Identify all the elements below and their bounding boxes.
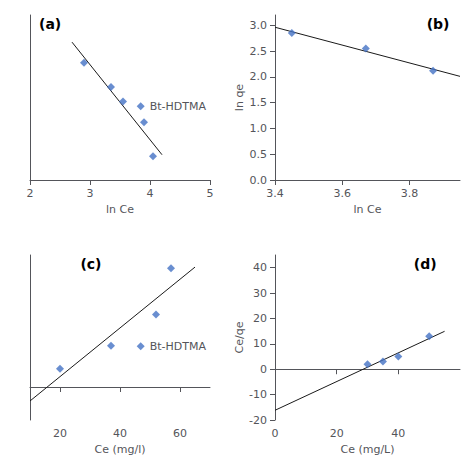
svg-text:2.0: 2.0: [250, 70, 268, 83]
svg-text:20: 20: [253, 312, 267, 325]
svg-text:2: 2: [27, 187, 34, 200]
svg-text:20: 20: [330, 427, 344, 440]
svg-text:1.5: 1.5: [250, 96, 268, 109]
svg-text:-10: -10: [249, 388, 267, 401]
svg-text:0: 0: [260, 363, 267, 376]
svg-text:40: 40: [113, 427, 127, 440]
svg-text:3.4: 3.4: [266, 187, 284, 200]
svg-text:5: 5: [207, 187, 214, 200]
svg-text:40: 40: [253, 261, 267, 274]
svg-text:(b): (b): [427, 16, 450, 32]
svg-text:-20: -20: [249, 414, 267, 427]
svg-text:(d): (d): [414, 256, 437, 272]
svg-text:0: 0: [272, 427, 279, 440]
svg-text:(c): (c): [80, 256, 101, 272]
svg-text:ln qe: ln qe: [233, 84, 246, 112]
svg-text:Ce/qe: Ce/qe: [233, 321, 246, 353]
svg-text:1.0: 1.0: [250, 122, 268, 135]
svg-text:Ce (mg/l): Ce (mg/l): [95, 443, 146, 456]
svg-text:4: 4: [147, 187, 154, 200]
svg-text:40: 40: [391, 427, 405, 440]
svg-text:20: 20: [53, 427, 67, 440]
svg-text:0.0: 0.0: [250, 174, 268, 187]
svg-text:3.0: 3.0: [250, 19, 268, 32]
svg-text:(a): (a): [39, 16, 61, 32]
svg-text:Bt-HDTMA: Bt-HDTMA: [150, 100, 207, 113]
svg-text:60: 60: [173, 427, 187, 440]
svg-text:Bt-HDTMA: Bt-HDTMA: [150, 340, 207, 353]
svg-text:2.5: 2.5: [250, 45, 268, 58]
svg-text:3.6: 3.6: [334, 187, 352, 200]
svg-text:0.5: 0.5: [250, 148, 268, 161]
svg-text:3.8: 3.8: [401, 187, 419, 200]
svg-text:Ce (mg/L): Ce (mg/L): [340, 443, 394, 456]
svg-text:ln Ce: ln Ce: [354, 203, 382, 216]
svg-text:10: 10: [253, 337, 267, 350]
svg-text:ln Ce: ln Ce: [106, 203, 134, 216]
svg-text:3: 3: [87, 187, 94, 200]
svg-text:30: 30: [253, 287, 267, 300]
